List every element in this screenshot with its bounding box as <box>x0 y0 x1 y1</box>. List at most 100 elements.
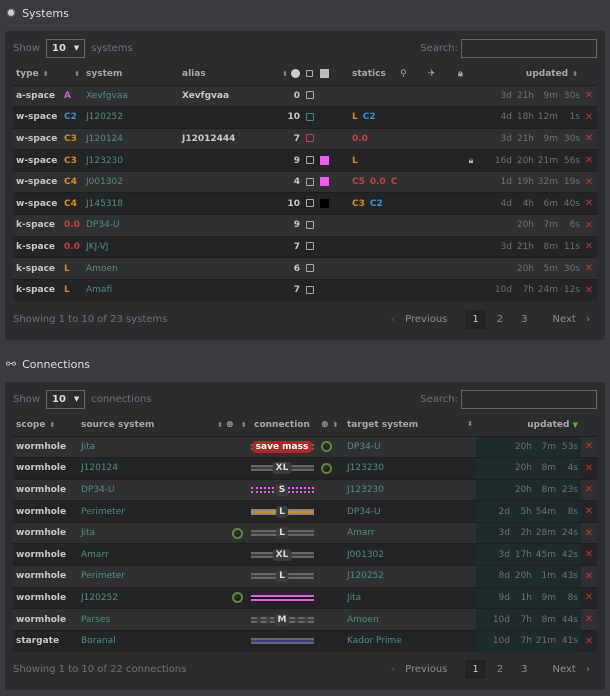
system-alias[interactable] <box>179 192 271 215</box>
system-checkbox[interactable] <box>303 257 317 280</box>
system-row[interactable]: w-space C4 J145318 10 C3 C2 4d 4h 6m 40s ✕ <box>13 192 597 215</box>
source-system[interactable]: Perimeter <box>78 500 210 523</box>
header-box[interactable] <box>303 63 317 85</box>
connection-visual[interactable]: L <box>246 565 318 588</box>
connection-visual[interactable] <box>246 586 318 609</box>
system-name[interactable]: DP34-U <box>83 214 179 237</box>
target-system[interactable]: J123230 <box>344 478 476 501</box>
system-alias[interactable]: J12012444 <box>179 127 271 150</box>
delete-icon[interactable]: ✕ <box>581 565 597 588</box>
target-system[interactable]: Amoen <box>344 608 476 631</box>
delete-icon[interactable]: ✕ <box>581 478 597 501</box>
connection-row[interactable]: wormhole J120124 XL J123230 20h 8m 4s ✕ <box>13 457 597 480</box>
connection-row[interactable]: wormhole Jita L Amarr 3d 2h 28m 24s ✕ <box>13 521 597 544</box>
delete-icon[interactable]: ✕ <box>581 106 597 129</box>
connection-visual[interactable]: XL <box>246 457 318 480</box>
header-updated[interactable]: updated ⬍ <box>525 68 578 79</box>
source-system[interactable]: Parses <box>78 608 210 631</box>
system-alias[interactable] <box>179 149 271 172</box>
header-locked[interactable]: 🔒︎ <box>455 63 487 85</box>
system-name[interactable]: Amoen <box>83 257 179 280</box>
source-system[interactable]: Jita <box>78 435 210 458</box>
source-system[interactable]: Jita <box>78 521 210 544</box>
delete-icon[interactable]: ✕ <box>581 543 597 566</box>
systems-search-input[interactable] <box>461 38 597 58</box>
connection-visual[interactable]: L <box>246 521 318 544</box>
connection-row[interactable]: wormhole Perimeter L DP34-U 2d 5h 54m 8s ✕ <box>13 500 597 523</box>
source-system[interactable]: Boranal <box>78 629 210 652</box>
system-alias[interactable] <box>179 214 271 237</box>
previous-button[interactable]: ‹ Previous <box>390 314 448 325</box>
delete-icon[interactable]: ✕ <box>581 278 597 301</box>
target-system[interactable]: Amarr <box>344 521 476 544</box>
source-system[interactable]: J120252 <box>78 586 210 609</box>
system-alias[interactable] <box>179 170 271 193</box>
system-name[interactable]: J001302 <box>83 170 179 193</box>
page-3-button[interactable]: 3 <box>521 664 528 675</box>
header-statics[interactable]: statics <box>352 68 386 79</box>
delete-icon[interactable]: ✕ <box>581 170 597 193</box>
connection-row[interactable]: wormhole DP34-U S J123230 20h 8m 23s ✕ <box>13 478 597 501</box>
page-2-button[interactable]: 2 <box>496 314 504 325</box>
system-alias[interactable] <box>179 235 271 258</box>
header-target-eol[interactable]: ⊕ ⬍ <box>321 419 339 430</box>
system-checkbox[interactable] <box>303 170 317 193</box>
header-scope[interactable]: scope ⬍ <box>16 419 56 430</box>
connection-visual[interactable]: save mass <box>246 435 318 458</box>
connection-row[interactable]: wormhole Amarr XL J001302 3d 17h 45m 42s ✕ <box>13 543 597 566</box>
header-system[interactable]: system <box>86 68 123 79</box>
header-source-eol[interactable]: ⬍ ⊕ ⬍ <box>217 419 247 430</box>
system-checkbox[interactable] <box>303 214 317 237</box>
connection-row[interactable]: wormhole Perimeter L J120252 8d 20h 1m 43s … <box>13 565 597 588</box>
delete-icon[interactable]: ✕ <box>581 457 597 480</box>
target-system[interactable]: DP34-U <box>344 500 476 523</box>
system-alias[interactable]: Xevfgvaa <box>179 84 271 107</box>
next-button[interactable]: Next › <box>552 664 590 675</box>
header-alias[interactable]: alias <box>182 68 206 79</box>
target-system[interactable]: J120252 <box>344 565 476 588</box>
header-count[interactable]: ⬍ <box>271 63 303 85</box>
header-type[interactable]: type ⬍ <box>16 68 49 79</box>
next-button[interactable]: Next › <box>552 314 590 325</box>
connection-visual[interactable]: M <box>246 608 318 631</box>
header-connection[interactable]: connection <box>254 419 310 430</box>
system-name[interactable]: Xevfgvaa <box>83 84 179 107</box>
previous-button[interactable]: ‹ Previous <box>390 664 448 675</box>
target-system[interactable]: J001302 <box>344 543 476 566</box>
system-row[interactable]: w-space C3 J123230 9 L 🔒︎ 16d 20h 21m 56s ✕ <box>13 149 597 172</box>
system-row[interactable]: k-space 0.0 DP34-U 9 20h 7m 6s ✕ <box>13 214 597 237</box>
page-2-button[interactable]: 2 <box>496 664 504 675</box>
header-source[interactable]: source system <box>81 419 155 430</box>
header-tag[interactable] <box>317 63 337 85</box>
source-system[interactable]: J120124 <box>78 457 210 480</box>
system-row[interactable]: k-space L Amoen 6 20h 5m 30s ✕ <box>13 257 597 280</box>
connection-row[interactable]: wormhole Parses M Amoen 10d 7h 8m 44s ✕ <box>13 608 597 631</box>
system-checkbox[interactable] <box>303 235 317 258</box>
header-ships[interactable]: ✈ <box>425 63 455 85</box>
system-row[interactable]: k-space 0.0 JKJ-VJ 7 3d 21h 8m 11s ✕ <box>13 235 597 258</box>
system-name[interactable]: J120252 <box>83 106 179 129</box>
system-row[interactable]: k-space L Amafi 7 10d 7h 24m 12s ✕ <box>13 278 597 301</box>
system-checkbox[interactable] <box>303 192 317 215</box>
header-location[interactable]: ⚲ <box>397 63 425 85</box>
system-row[interactable]: a-space A Xevfgvaa Xevfgvaa 0 3d 21h 9m 30s… <box>13 84 597 107</box>
system-name[interactable]: JKJ-VJ <box>83 235 179 258</box>
page-1-button[interactable]: 1 <box>465 310 486 329</box>
system-row[interactable]: w-space C2 J120252 10 L C2 4d 18h 12m 1s ✕ <box>13 106 597 129</box>
connection-row[interactable]: wormhole J120252 Jita 9d 1h 9m 8s ✕ <box>13 586 597 609</box>
systems-page-size-select[interactable]: 10 ▼ <box>45 38 86 58</box>
delete-icon[interactable]: ✕ <box>581 127 597 150</box>
system-checkbox[interactable] <box>303 106 317 129</box>
target-system[interactable]: Jita <box>344 586 476 609</box>
system-name[interactable]: J145318 <box>83 192 179 215</box>
system-checkbox[interactable] <box>303 84 317 107</box>
delete-icon[interactable]: ✕ <box>581 149 597 172</box>
system-row[interactable]: w-space C3 J120124 J12012444 7 0.0 3d 21h… <box>13 127 597 150</box>
source-system[interactable]: DP34-U <box>78 478 210 501</box>
delete-icon[interactable]: ✕ <box>581 521 597 544</box>
connection-visual[interactable] <box>246 629 318 652</box>
target-system[interactable]: J123230 <box>344 457 476 480</box>
source-system[interactable]: Perimeter <box>78 565 210 588</box>
system-name[interactable]: J120124 <box>83 127 179 150</box>
system-checkbox[interactable] <box>303 127 317 150</box>
